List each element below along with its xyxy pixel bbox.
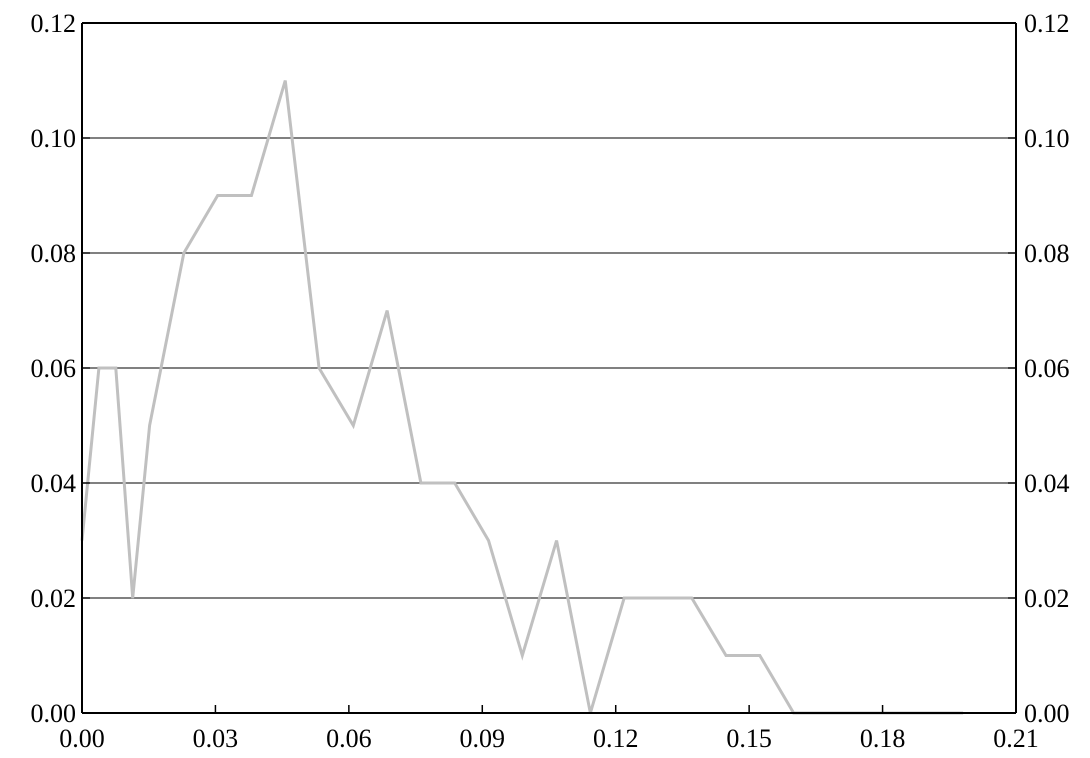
y-tick-label-right-1: 0.02 — [1024, 584, 1070, 613]
x-tick-label-1: 0.03 — [193, 724, 239, 753]
x-tick-label-6: 0.18 — [860, 724, 906, 753]
y-tick-label-left-3: 0.06 — [31, 354, 77, 383]
y-tick-label-left-2: 0.04 — [31, 469, 77, 498]
y-tick-label-left-5: 0.10 — [31, 124, 77, 153]
series-line-group — [82, 81, 963, 714]
x-tick-label-4: 0.12 — [593, 724, 639, 753]
y-tick-label-left-1: 0.02 — [31, 584, 77, 613]
x-tick-label-2: 0.06 — [326, 724, 372, 753]
y-tick-label-left-4: 0.08 — [31, 239, 77, 268]
x-tick-label-7: 0.21 — [993, 724, 1039, 753]
x-tick-label-3: 0.09 — [460, 724, 506, 753]
y-tick-label-right-6: 0.12 — [1024, 9, 1070, 38]
x-tick-label-0: 0.00 — [59, 724, 105, 753]
series-line — [82, 81, 963, 714]
y-tick-label-left-0: 0.00 — [31, 699, 77, 728]
x-tick-label-5: 0.15 — [726, 724, 772, 753]
grid-lines — [82, 138, 1016, 598]
y-tick-label-right-2: 0.04 — [1024, 469, 1070, 498]
y-tick-label-right-4: 0.08 — [1024, 239, 1070, 268]
y-tick-label-right-3: 0.06 — [1024, 354, 1070, 383]
tick-labels: 0.00 0.03 0.06 0.09 0.12 0.15 0.18 0.210.000.02… — [31, 9, 1070, 753]
y-tick-label-left-6: 0.12 — [31, 9, 77, 38]
y-tick-label-right-0: 0.00 — [1024, 699, 1070, 728]
y-tick-label-right-5: 0.10 — [1024, 124, 1070, 153]
